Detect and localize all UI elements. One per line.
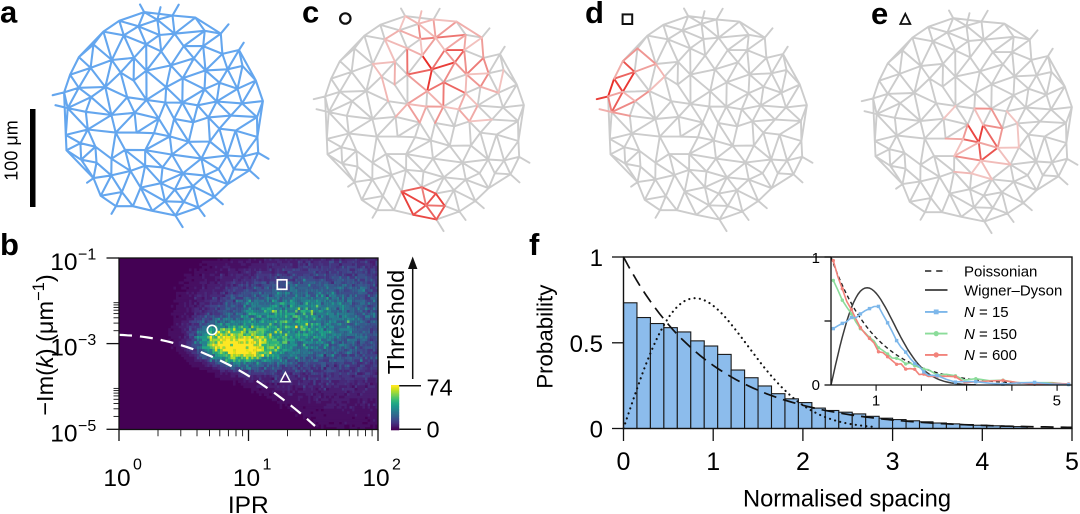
svg-text:2: 2: [796, 448, 810, 476]
svg-text:100 μm: 100 μm: [2, 120, 22, 180]
svg-text:N = 15: N = 15: [964, 304, 1009, 321]
svg-text:a: a: [0, 0, 18, 30]
svg-text:Threshold: Threshold: [383, 270, 409, 375]
svg-text:5: 5: [1053, 392, 1061, 409]
svg-text:Probability: Probability: [533, 284, 558, 389]
svg-text:2: 2: [392, 457, 401, 474]
svg-text:10: 10: [103, 465, 130, 492]
svg-text:10: 10: [50, 420, 77, 447]
svg-text:−Im(k) (μm−1): −Im(k) (μm−1): [30, 274, 58, 415]
svg-text:1: 1: [590, 245, 603, 272]
svg-text:1: 1: [706, 448, 720, 476]
svg-text:1: 1: [812, 250, 820, 267]
svg-text:N = 150: N = 150: [964, 326, 1017, 343]
svg-text:0.5: 0.5: [570, 331, 603, 358]
svg-text:1: 1: [263, 457, 272, 474]
svg-text:e: e: [871, 0, 888, 31]
svg-text:4: 4: [975, 448, 989, 476]
svg-text:Normalised spacing: Normalised spacing: [743, 487, 951, 513]
svg-text:d: d: [585, 0, 604, 30]
svg-text:Poissonian: Poissonian: [964, 263, 1037, 280]
svg-text:0: 0: [812, 377, 820, 394]
svg-text:IPR: IPR: [228, 492, 269, 514]
svg-text:f: f: [529, 227, 540, 262]
svg-text:10: 10: [233, 465, 260, 492]
svg-text:10: 10: [362, 465, 389, 492]
svg-text:0: 0: [590, 417, 603, 444]
svg-text:1: 1: [872, 392, 880, 409]
svg-text:3: 3: [886, 448, 900, 476]
svg-text:10: 10: [50, 249, 77, 276]
svg-text:5: 5: [1065, 448, 1079, 476]
svg-text:74: 74: [427, 375, 453, 401]
svg-text:0: 0: [617, 448, 631, 476]
svg-text:c: c: [302, 0, 319, 30]
svg-text:10: 10: [50, 335, 77, 362]
svg-text:N = 600: N = 600: [964, 347, 1017, 364]
svg-text:−3: −3: [78, 332, 96, 349]
svg-text:0: 0: [427, 417, 440, 443]
svg-text:−5: −5: [78, 418, 96, 435]
svg-text:Wigner–Dyson: Wigner–Dyson: [964, 282, 1062, 299]
svg-text:−1: −1: [78, 247, 96, 264]
svg-text:b: b: [0, 227, 19, 262]
svg-text:0: 0: [133, 457, 142, 474]
